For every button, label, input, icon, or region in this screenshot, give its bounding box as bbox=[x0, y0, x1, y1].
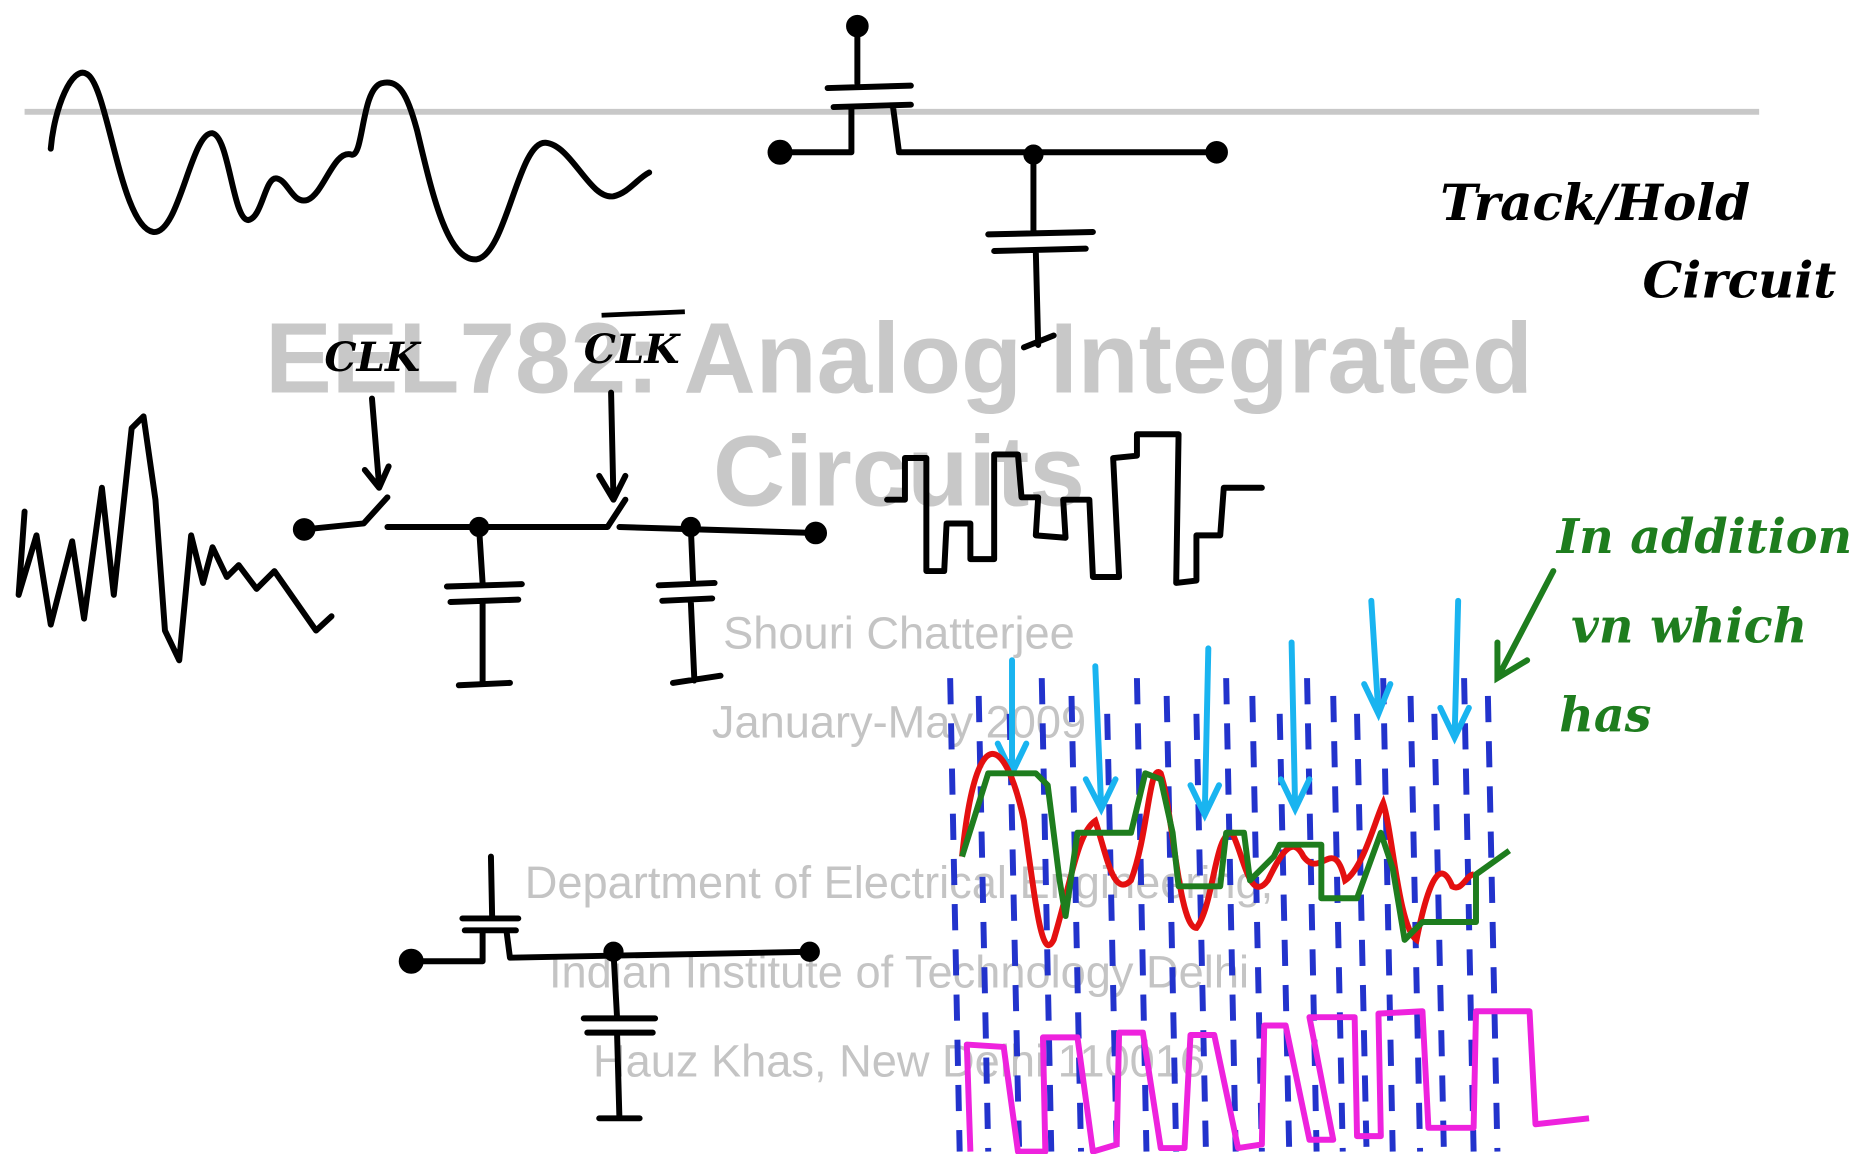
author: Shouri Chatterjee bbox=[723, 607, 1075, 658]
clk-label: CLK bbox=[324, 333, 422, 381]
affiliation: Department of Electrical Engineering, bbox=[525, 857, 1273, 908]
slide-title: EEL782: Analog Integrated bbox=[265, 304, 1533, 415]
annotation: Circuit bbox=[1643, 250, 1837, 309]
clk-bar-label: CLK bbox=[584, 325, 682, 373]
annotation: vn which bbox=[1571, 598, 1807, 654]
sketch-transistor-bottom bbox=[803, 945, 817, 959]
sketch-transistor-bottom bbox=[402, 952, 421, 971]
sketch-transistor-top bbox=[1208, 144, 1225, 161]
sketch-transistor-bottom bbox=[606, 945, 620, 959]
annotation: In addition bbox=[1555, 509, 1852, 565]
sketch-sample-circuit bbox=[296, 521, 313, 538]
sketch-sample-circuit bbox=[807, 525, 824, 542]
sketch-sample-circuit bbox=[472, 520, 486, 534]
annotation: Track/Hold bbox=[1440, 173, 1750, 232]
sketch-transistor-top bbox=[771, 143, 790, 162]
date: January-May 2009 bbox=[712, 697, 1086, 748]
annotation: has bbox=[1559, 688, 1651, 744]
sketch-transistor-top bbox=[1026, 148, 1040, 162]
sketch-sample-circuit bbox=[684, 520, 698, 534]
slide: EEL782: Analog Integrated Circuits Shour… bbox=[0, 0, 1867, 1154]
slide-title: Circuits bbox=[713, 417, 1085, 528]
